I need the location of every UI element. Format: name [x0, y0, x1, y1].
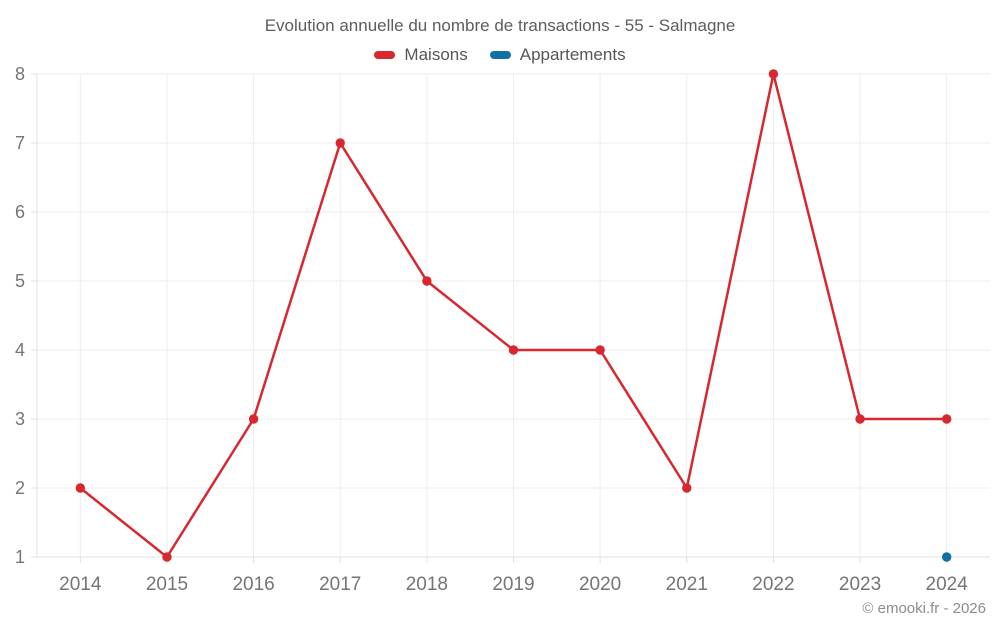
- x-tick-label: 2014: [59, 574, 102, 595]
- copyright-attribution: © emooki.fr - 2026: [862, 600, 986, 617]
- data-point-maisons: [335, 138, 345, 148]
- x-tick-label: 2017: [319, 574, 361, 595]
- data-point-maisons: [248, 414, 259, 424]
- legend-item-appartements[interactable]: Appartements: [489, 45, 626, 65]
- chart-legend: Maisons Appartements: [0, 45, 1000, 65]
- x-tick-label: 2016: [232, 574, 274, 595]
- x-tick-label: 2019: [492, 574, 534, 595]
- y-tick-label: 8: [15, 64, 25, 84]
- x-tick-label: 2021: [666, 574, 708, 595]
- data-point-maisons: [682, 483, 692, 493]
- x-tick-label: 2015: [146, 574, 188, 595]
- y-tick-label: 1: [15, 547, 25, 567]
- data-point-maisons: [162, 552, 172, 562]
- legend-swatch-icon: [374, 51, 396, 59]
- data-point-maisons: [595, 345, 605, 355]
- data-point-maisons: [855, 414, 865, 424]
- data-point-appartements: [941, 552, 952, 562]
- x-tick-label: 2020: [579, 574, 621, 595]
- chart-title: Evolution annuelle du nombre de transact…: [264, 16, 736, 35]
- legend-label: Maisons: [404, 45, 468, 64]
- y-tick-label: 4: [15, 340, 25, 360]
- y-tick-label: 6: [15, 202, 25, 222]
- x-tick-label: 2023: [839, 574, 881, 595]
- y-tick-label: 7: [15, 133, 25, 153]
- x-tick-label: 2022: [752, 574, 794, 595]
- data-point-maisons: [508, 345, 519, 355]
- legend-label: Appartements: [519, 45, 626, 64]
- y-tick-label: 3: [15, 409, 25, 429]
- y-tick-label: 2: [15, 478, 25, 498]
- x-tick-label: 2024: [926, 574, 969, 595]
- x-tick-label: 2018: [406, 574, 448, 595]
- data-point-maisons: [422, 276, 432, 286]
- data-point-maisons: [768, 69, 779, 79]
- legend-swatch-icon: [489, 51, 511, 59]
- y-tick-label: 5: [15, 271, 25, 291]
- legend-item-maisons[interactable]: Maisons: [374, 45, 468, 65]
- data-point-maisons: [75, 483, 86, 493]
- data-point-maisons: [941, 414, 952, 424]
